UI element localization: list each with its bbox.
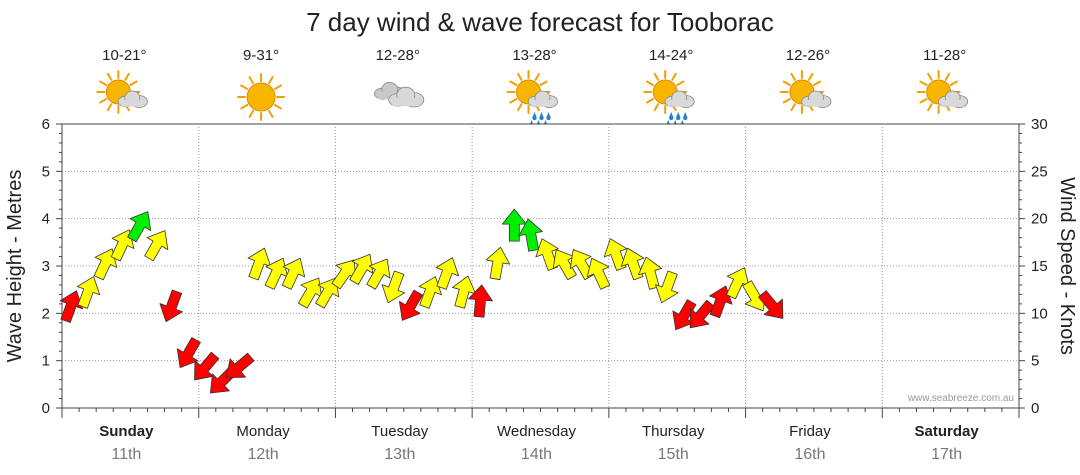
wind-arrow <box>159 289 183 323</box>
wind-arrow <box>59 290 84 323</box>
day-date-label: 16th <box>794 446 825 463</box>
wind-arrow <box>655 270 679 304</box>
wind-arrow <box>758 290 784 319</box>
left-tick-label: 6 <box>42 116 50 133</box>
right-tick-label: 15 <box>1031 258 1048 275</box>
day-date-label: 15th <box>658 446 689 463</box>
wind-arrow <box>381 270 406 304</box>
left-tick-label: 3 <box>42 258 50 275</box>
left-tick-label: 0 <box>42 400 50 417</box>
day-temperature: 10-21° <box>102 47 146 64</box>
wind-arrow <box>485 246 511 281</box>
left-tick-label: 2 <box>42 305 50 322</box>
wind-arrow <box>435 257 460 290</box>
wind-arrow <box>225 352 255 379</box>
day-name-label: Saturday <box>915 423 980 440</box>
day-temperature: 14-24° <box>649 47 693 64</box>
sun-cloud-rain-icon <box>506 70 558 129</box>
day-name-label: Wednesday <box>497 423 576 440</box>
day-temperature: 13-28° <box>512 47 556 64</box>
wind-arrow <box>281 257 306 290</box>
wind-arrow <box>569 249 594 281</box>
wind-arrow <box>689 299 715 329</box>
right-tick-label: 30 <box>1031 116 1048 133</box>
day-name-label: Monday <box>236 423 290 440</box>
day-temperature: 11-28° <box>923 47 966 64</box>
day-name-label: Sunday <box>99 423 154 440</box>
day-date-label: 12th <box>248 446 279 463</box>
wind-arrow <box>144 230 169 262</box>
right-tick-label: 0 <box>1031 400 1039 417</box>
day-date-label: 17th <box>931 446 962 463</box>
sun-cloud-icon <box>96 70 148 114</box>
sun-cloud-icon <box>916 70 969 114</box>
day-name-label: Thursday <box>642 423 705 440</box>
wind-arrow <box>638 256 662 290</box>
right-tick-label: 10 <box>1031 305 1048 322</box>
wind-arrow <box>127 211 152 243</box>
left-tick-label: 1 <box>42 353 50 370</box>
day-name-label: Friday <box>789 423 831 440</box>
wind-arrow <box>76 276 101 309</box>
wind-arrow <box>586 257 611 290</box>
wind-arrow <box>176 337 201 369</box>
day-name-label: Tuesday <box>371 423 428 440</box>
credit-text: www.seabreeze.com.au <box>907 393 1014 404</box>
right-tick-label: 5 <box>1031 353 1039 370</box>
sun-cloud-rain-icon <box>643 70 695 129</box>
wind-arrow <box>366 258 391 290</box>
wind-arrow <box>468 284 493 318</box>
cloud-icon <box>374 82 425 108</box>
right-tick-label: 20 <box>1031 211 1048 228</box>
wind-arrow <box>603 238 628 271</box>
right-axis-title: Wind Speed - Knots <box>1056 177 1078 355</box>
day-date-label: 11th <box>111 446 141 463</box>
day-temperature: 9-31° <box>243 47 279 64</box>
wind-arrow <box>418 276 442 309</box>
left-axis-title: Wave Height - Metres <box>4 170 26 363</box>
right-tick-label: 25 <box>1031 163 1048 180</box>
day-date-label: 13th <box>384 446 415 463</box>
left-tick-label: 4 <box>42 211 50 228</box>
chart-title: 7 day wind & wave forecast for Tooborac <box>306 7 774 37</box>
wind-arrow <box>620 247 645 281</box>
day-temperature: 12-26° <box>786 47 830 64</box>
day-date-label: 14th <box>521 446 552 463</box>
day-temperature: 12-28° <box>376 47 420 64</box>
sun-cloud-icon <box>779 70 832 114</box>
wind-arrow <box>349 253 374 285</box>
wind-arrow <box>315 277 340 309</box>
sun-icon <box>237 73 286 121</box>
wind-arrow <box>518 218 543 252</box>
left-tick-label: 5 <box>42 163 50 180</box>
wind-arrow <box>398 289 424 321</box>
